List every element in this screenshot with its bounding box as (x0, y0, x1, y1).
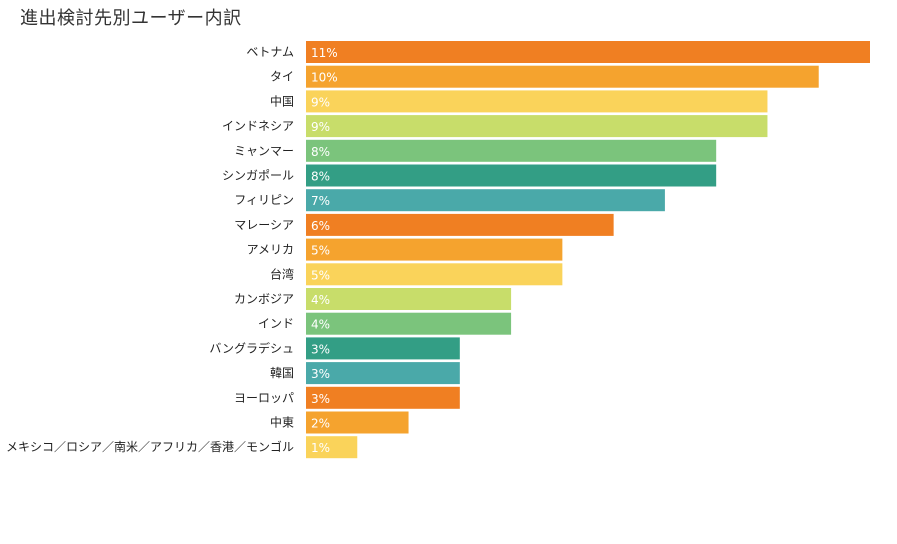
bar-16 (306, 436, 358, 459)
bar-12 (306, 337, 460, 360)
value-label-11: 4% (311, 318, 330, 332)
category-label-3: インドネシア (222, 119, 294, 133)
value-label-14: 3% (311, 392, 330, 406)
bar-14 (306, 386, 460, 409)
category-label-11: インド (258, 317, 294, 331)
category-label-7: マレーシア (234, 218, 294, 232)
value-label-2: 9% (311, 95, 330, 109)
bar-7 (306, 213, 614, 236)
value-label-5: 8% (311, 170, 330, 184)
value-label-6: 7% (311, 194, 330, 208)
value-label-15: 2% (311, 417, 330, 431)
category-label-10: カンボジア (234, 292, 294, 306)
bar-13 (306, 362, 460, 385)
bar-2 (306, 90, 768, 113)
category-label-16: メキシコ／ロシア／南米／アフリカ／香港／モンゴル (6, 439, 294, 454)
bar-5 (306, 164, 717, 187)
value-label-4: 8% (311, 145, 330, 159)
bar-4 (306, 139, 717, 162)
category-label-4: ミャンマー (234, 144, 294, 158)
category-label-8: アメリカ (247, 243, 294, 257)
bar-1 (306, 65, 819, 88)
bar-9 (306, 263, 563, 286)
bar-0 (306, 41, 870, 63)
category-label-14: ヨーロッパ (234, 391, 294, 405)
bar-10 (306, 288, 512, 310)
category-label-2: 中国 (270, 93, 294, 108)
category-label-15: 中東 (270, 415, 294, 430)
category-label-13: 韓国 (270, 366, 294, 380)
value-label-3: 9% (311, 120, 330, 134)
value-label-10: 4% (311, 293, 330, 307)
chart-title: 進出検討先別ユーザー内訳 (20, 8, 242, 29)
value-label-12: 3% (311, 342, 330, 356)
category-label-5: シンガポール (222, 169, 294, 183)
value-label-13: 3% (311, 367, 330, 381)
value-label-0: 11% (311, 46, 338, 60)
bar-15 (306, 411, 409, 434)
bar-11 (306, 312, 512, 335)
value-label-8: 5% (311, 244, 330, 258)
bar-6 (306, 189, 665, 212)
value-label-9: 5% (311, 268, 330, 282)
value-label-7: 6% (311, 219, 330, 233)
bar-3 (306, 115, 768, 138)
category-label-1: タイ (270, 70, 294, 84)
category-label-12: バングラデシュ (209, 340, 294, 355)
category-label-9: 台湾 (270, 266, 294, 281)
bar-8 (306, 238, 563, 261)
value-label-1: 10% (311, 71, 338, 85)
value-label-16: 1% (311, 441, 330, 455)
category-label-6: フィリピン (234, 193, 294, 207)
category-label-0: ベトナム (246, 45, 294, 59)
